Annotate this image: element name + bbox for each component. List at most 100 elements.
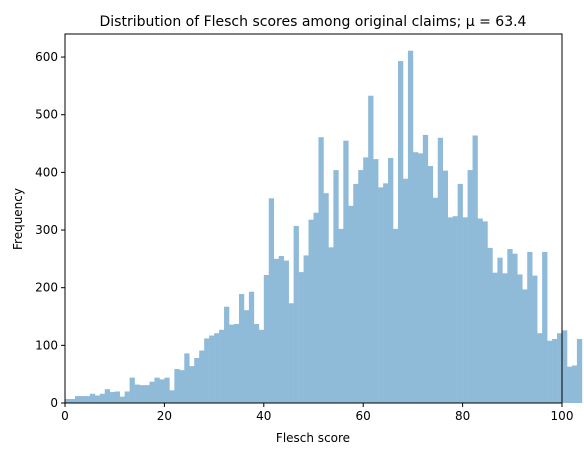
histogram-bar [119, 396, 125, 403]
histogram-bar [542, 251, 548, 403]
x-tick-label: 100 [551, 409, 574, 423]
histogram-bar [169, 390, 175, 403]
histogram-bar [109, 392, 115, 403]
histogram-bar [233, 324, 240, 403]
histogram-bar [552, 339, 558, 403]
histogram-bar [248, 291, 255, 403]
histogram-bar [298, 272, 304, 403]
histogram-bar [114, 391, 120, 403]
histogram-bar [318, 137, 324, 403]
histogram-bar [214, 333, 220, 403]
histogram-bar [323, 193, 329, 403]
histogram-bar [432, 197, 439, 403]
histogram-bar [283, 260, 289, 403]
histogram-bar [74, 396, 81, 403]
histogram-bar [422, 134, 429, 403]
histogram-bar [547, 340, 553, 403]
histogram-bar [487, 247, 493, 403]
histogram-bar [144, 385, 150, 403]
histogram-bar [273, 258, 280, 403]
histogram-bar [497, 257, 503, 403]
histogram-bar [308, 219, 314, 403]
histogram-bar [368, 95, 374, 403]
histogram-bar [417, 153, 424, 403]
histogram-bar [79, 396, 86, 403]
histogram-bar [99, 393, 106, 403]
histogram-bar [189, 366, 195, 403]
histogram-bar [502, 273, 508, 403]
histogram-bar [69, 398, 76, 403]
histogram-bar [442, 170, 448, 403]
x-tick-label: 20 [157, 409, 172, 423]
histogram-bar [507, 249, 513, 403]
histogram-bar [179, 370, 185, 403]
histogram-bar [258, 329, 265, 403]
histogram-bar [134, 384, 140, 403]
histogram-bar [263, 275, 270, 403]
histogram-bar [402, 178, 409, 403]
y-tick-label: 0 [50, 396, 58, 410]
histogram-bar [566, 366, 573, 403]
ticks: 0 20 40 60 80 100 0 100 200 300 400 500 600 [35, 50, 573, 423]
histogram-bar [512, 253, 518, 403]
histogram-bar [288, 303, 294, 403]
x-tick-label: 0 [61, 409, 69, 423]
histogram-bar [293, 225, 299, 403]
histogram-bar [65, 398, 71, 403]
histogram-bar [527, 251, 533, 403]
histogram-bar [154, 377, 160, 403]
y-tick-label: 200 [35, 281, 58, 295]
histogram-bar [482, 221, 488, 403]
y-tick-label: 100 [35, 338, 58, 352]
plot-frame [64, 33, 563, 404]
histogram-bar [457, 183, 463, 403]
x-tick-label: 60 [356, 409, 371, 423]
histogram-bar [467, 170, 473, 403]
histogram-bar [522, 289, 528, 403]
histogram-bar [253, 324, 260, 403]
histogram-bar [204, 338, 210, 403]
histogram-bar [462, 217, 468, 403]
histogram-bar [393, 228, 399, 403]
y-tick-label: 500 [35, 108, 58, 122]
histogram-bar [84, 396, 91, 403]
histogram-bar [537, 333, 543, 403]
histogram-bar [303, 255, 309, 403]
histogram-bar [94, 395, 101, 403]
histogram-bar [373, 159, 379, 403]
histogram-bar [383, 183, 389, 403]
histogram-bar [333, 170, 339, 403]
histogram-bar [407, 50, 414, 404]
histogram-bars [65, 50, 583, 404]
histogram-bar [452, 216, 458, 403]
histogram-bar [104, 389, 111, 403]
histogram-bar [343, 140, 349, 403]
axes [64, 33, 563, 404]
histogram-bar [139, 385, 145, 403]
histogram-bar [472, 135, 478, 403]
y-tick-label: 400 [35, 165, 58, 179]
histogram-bar [209, 335, 215, 403]
histogram-bar [338, 228, 344, 403]
histogram-bar [397, 61, 404, 403]
histogram-bar [278, 255, 284, 403]
histogram-bar [164, 377, 170, 403]
histogram-bar [557, 333, 563, 403]
histogram-bar [358, 170, 364, 403]
x-tick-label: 80 [455, 409, 470, 423]
histogram-bar [219, 329, 225, 403]
histogram-bar [238, 294, 245, 403]
histogram-bar [184, 353, 190, 403]
histogram-bar [412, 152, 419, 403]
histogram-bar [243, 310, 250, 403]
histogram-bar [124, 391, 130, 403]
histogram-bar [174, 368, 180, 403]
histogram-bar [89, 393, 96, 403]
histogram-bar [562, 330, 568, 403]
histogram-bar [388, 157, 394, 403]
histogram-bar [199, 350, 205, 403]
histogram-bar [224, 306, 230, 403]
histogram-bar [363, 157, 369, 403]
